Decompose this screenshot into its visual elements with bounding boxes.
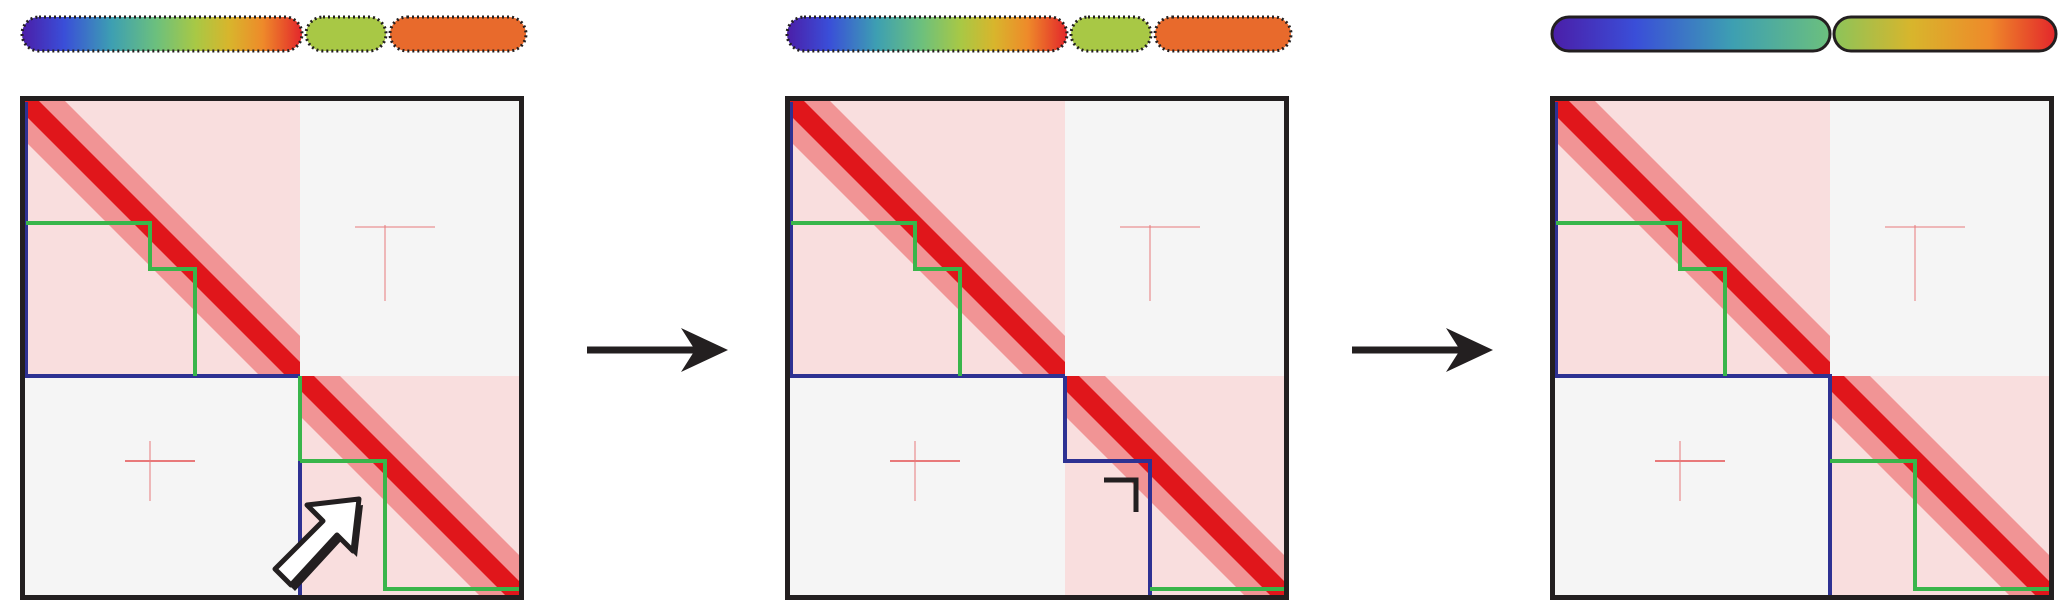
chromosome-bar-panel-2 [785, 15, 1293, 53]
chrom-segment [20, 15, 304, 53]
contact-map-3 [1550, 96, 2054, 600]
contact-map-1 [20, 96, 524, 600]
chrom-segment [388, 15, 528, 53]
chromosome-bar-panel-3 [1550, 15, 2058, 53]
panel-contig-moved [785, 0, 1295, 615]
panel-before-edit [20, 0, 530, 615]
chrom-segment [1153, 15, 1293, 53]
chrom-segment [304, 15, 388, 53]
arrow-right-icon [1352, 328, 1493, 372]
arrow-pointer-icon [272, 496, 363, 591]
chrom-segment [1832, 15, 2058, 53]
contact-map-2 [785, 96, 1289, 600]
chromosome-bar-panel-1 [20, 15, 528, 53]
chrom-segment [785, 15, 1069, 53]
corner-bracket-icon [1104, 477, 1139, 512]
chrom-segment [1550, 15, 1832, 53]
panel-chromosomes-split [1550, 0, 2060, 615]
chrom-segment [1069, 15, 1153, 53]
arrow-right-icon [587, 328, 728, 372]
